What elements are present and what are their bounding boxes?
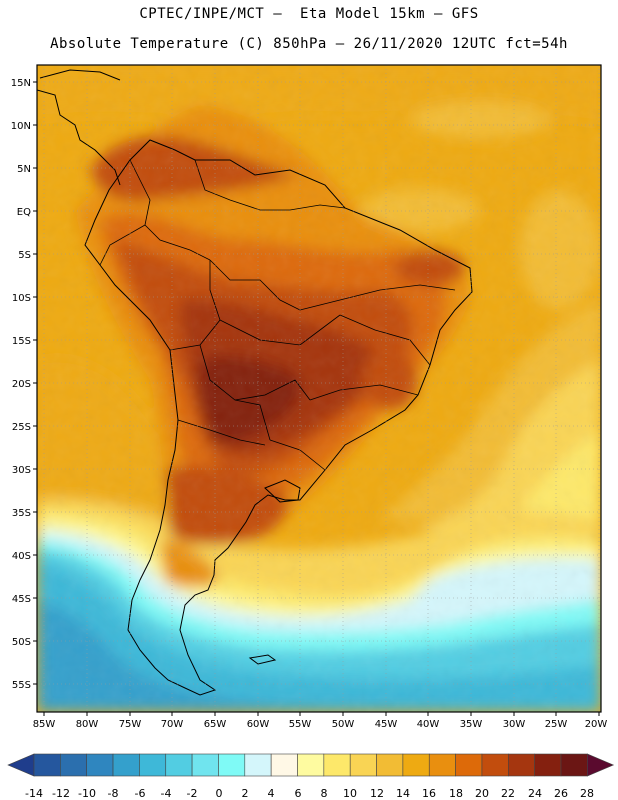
colorbar-labels: -14 -12 -10 -8 -6 -4 -2 0 2 4 6 8 10 12 … (25, 787, 594, 800)
lon-label: 35W (460, 719, 483, 730)
colorbar-label: 14 (396, 787, 410, 800)
colorbar-label: 20 (475, 787, 489, 800)
colorbar-cell (481, 753, 509, 777)
colorbar-cell (218, 753, 246, 777)
temperature-field (37, 65, 601, 712)
lon-label: 30W (503, 719, 526, 730)
colorbar-cell (587, 753, 615, 777)
colorbar-cell (349, 753, 377, 777)
colorbar-label: -14 (25, 787, 43, 800)
lat-label: EQ (17, 207, 31, 218)
map-title-variable: Absolute Temperature (C) 850hPa – 26/11/… (50, 36, 568, 52)
colorbar-label: 0 (216, 787, 223, 800)
colorbar-cell (191, 753, 219, 777)
colorbar-label: -10 (78, 787, 96, 800)
colorbar-cell (376, 753, 404, 777)
lat-label: 30S (12, 465, 31, 476)
lon-label: 25W (545, 719, 568, 730)
colorbar: -14 -12 -10 -8 -6 -4 -2 0 2 4 6 8 10 12 … (7, 753, 615, 800)
lat-label: 55S (12, 680, 31, 691)
lon-label: 75W (119, 719, 142, 730)
lat-label: 10S (12, 293, 31, 304)
colorbar-cell (33, 753, 61, 777)
colorbar-label: 22 (501, 787, 515, 800)
lon-label: 65W (204, 719, 227, 730)
colorbar-cell (165, 753, 193, 777)
colorbar-cell (60, 753, 87, 777)
lon-label: 40W (417, 719, 440, 730)
lon-label: 85W (33, 719, 56, 730)
colorbar-cell (402, 753, 430, 777)
south-america-coast (84, 139, 473, 696)
lon-label: 20W (585, 719, 608, 730)
colorbar-cell (428, 753, 456, 777)
lat-label: 35S (12, 508, 31, 519)
colorbar-cell (7, 753, 35, 777)
caribbean-coast (39, 69, 121, 81)
lat-label: 5S (18, 250, 31, 261)
lat-label: 20S (12, 379, 31, 390)
colorbar-label: 16 (422, 787, 436, 800)
colorbar-cell (534, 753, 562, 777)
colorbar-cell (86, 753, 114, 777)
colorbar-cell (560, 753, 588, 777)
colorbar-cell (297, 753, 325, 777)
colorbar-cell (507, 753, 535, 777)
colorbar-label: 24 (528, 787, 542, 800)
colorbar-label: -6 (135, 787, 146, 800)
lat-label: 25S (12, 422, 31, 433)
lon-label: 50W (332, 719, 355, 730)
colorbar-cell (323, 753, 351, 777)
colorbar-label: 8 (321, 787, 328, 800)
lon-label: 45W (375, 719, 398, 730)
lat-label: 45S (12, 594, 31, 605)
map-frame (36, 64, 602, 713)
colorbar-label: 6 (295, 787, 302, 800)
colorbar-label: 4 (268, 787, 275, 800)
lon-label: 70W (161, 719, 184, 730)
colorbar-label: -4 (161, 787, 172, 800)
colorbar-cell (244, 753, 272, 777)
map-title-model: CPTEC/INPE/MCT – Eta Model 15km – GFS (139, 6, 479, 22)
colorbar-label: -2 (187, 787, 198, 800)
colorbar-label: -8 (108, 787, 119, 800)
lon-label: 55W (289, 719, 312, 730)
colorbar-label: 28 (580, 787, 594, 800)
colorbar-label: 10 (343, 787, 357, 800)
latitude-labels: 15N 10N 5N EQ 5S 10S 15S 20S 25S 30S 35S… (11, 78, 31, 691)
colorbar-label: 26 (554, 787, 568, 800)
colorbar-label: 12 (370, 787, 384, 800)
longitude-labels: 85W 80W 75W 70W 65W 60W 55W 50W 45W 40W … (33, 719, 608, 730)
colorbar-label: 18 (449, 787, 463, 800)
axis-ticks (33, 81, 600, 716)
lat-label: 15S (12, 336, 31, 347)
colorbar-label: -12 (52, 787, 70, 800)
colorbar-cell (112, 753, 140, 777)
colorbar-label: 2 (242, 787, 249, 800)
central-america-coast (37, 89, 121, 186)
lon-label: 80W (76, 719, 99, 730)
lat-label: 5N (17, 164, 31, 175)
lat-label: 15N (11, 78, 31, 89)
colorbar-cell (455, 753, 483, 777)
lat-label: 50S (12, 637, 31, 648)
colorbar-cell (270, 753, 298, 777)
lat-label: 40S (12, 551, 31, 562)
lon-label: 60W (247, 719, 270, 730)
lat-label: 10N (11, 121, 31, 132)
colorbar-cell (139, 753, 167, 777)
